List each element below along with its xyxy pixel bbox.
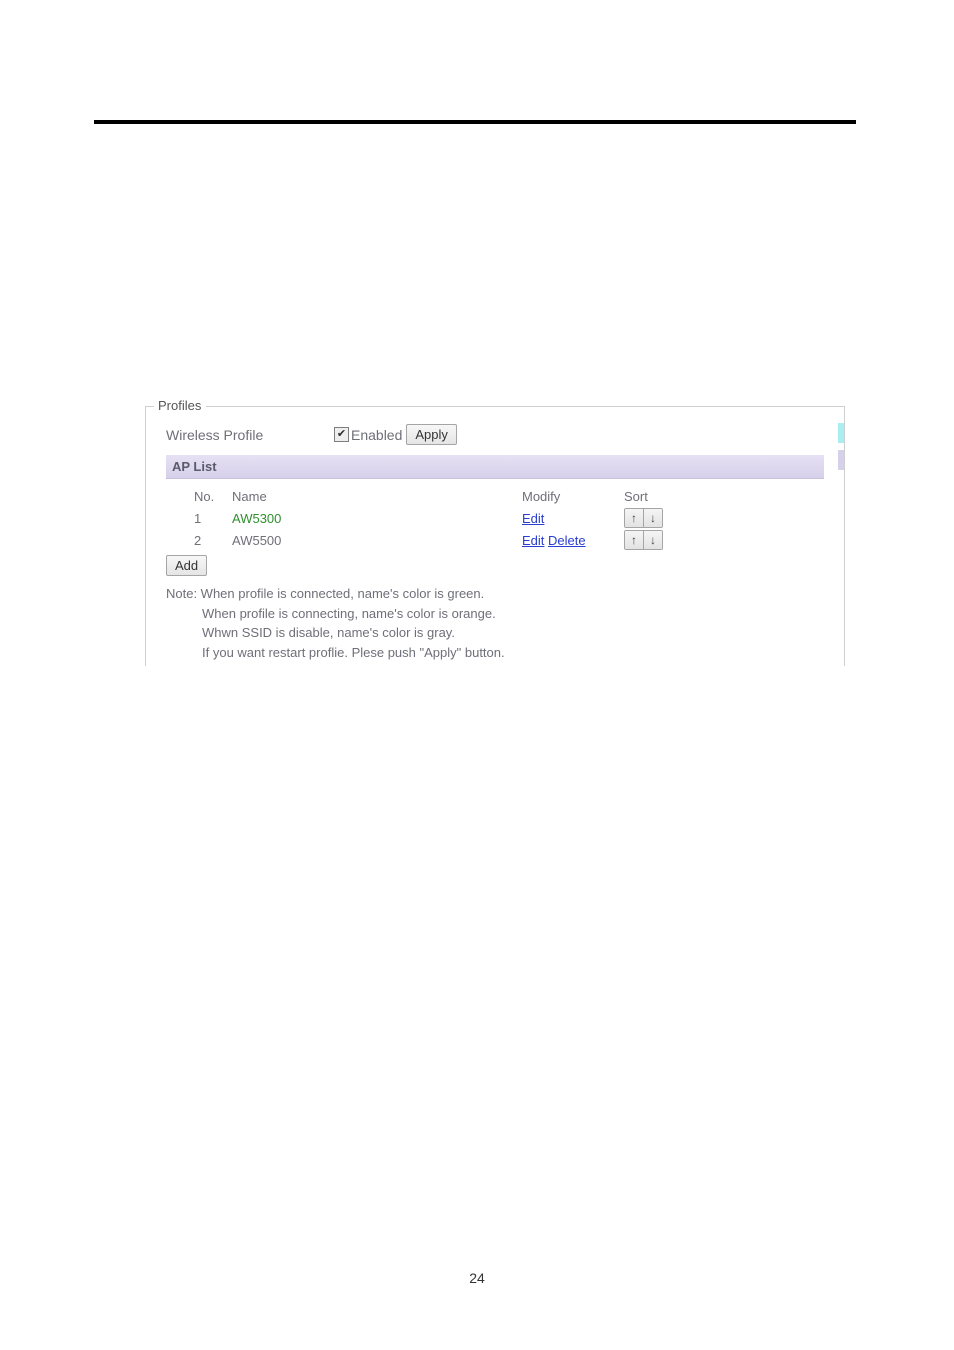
note-line-1: Note: When profile is connected, name's … (166, 584, 824, 604)
row-modify: Edit Delete (522, 533, 624, 548)
row-name: AW5300 (232, 511, 522, 526)
enabled-checkbox[interactable]: ✔ (334, 427, 349, 442)
ap-list-header: AP List (166, 455, 824, 479)
sort-down-button[interactable]: ↓ (643, 509, 662, 527)
delete-link[interactable]: Delete (548, 533, 586, 548)
profiles-legend: Profiles (156, 398, 203, 413)
row-modify: Edit (522, 511, 624, 526)
sort-buttons: ↑ ↓ (624, 508, 663, 528)
add-button-wrap: Add (166, 555, 824, 576)
table-header-row: No. Name Modify Sort (166, 485, 824, 507)
notes-block: Note: When profile is connected, name's … (166, 584, 824, 662)
sort-buttons: ↑ ↓ (624, 530, 663, 550)
wireless-profile-row: Wireless Profile ✔ Enabled Apply (152, 424, 838, 455)
edit-link[interactable]: Edit (522, 511, 544, 526)
note-line-3: Whwn SSID is disable, name's color is gr… (166, 623, 824, 643)
row-sort: ↑ ↓ (624, 530, 704, 550)
note-line-2: When profile is connecting, name's color… (166, 604, 824, 624)
ap-list-table: No. Name Modify Sort 1 AW5300 Edit ↑ ↓ (166, 485, 824, 551)
wireless-profile-label: Wireless Profile (166, 427, 334, 443)
sort-down-button[interactable]: ↓ (643, 531, 662, 549)
page-number: 24 (0, 1270, 954, 1286)
add-button[interactable]: Add (166, 555, 207, 576)
enabled-label: Enabled (351, 427, 402, 443)
row-no: 2 (166, 533, 232, 548)
profiles-fieldset: Profiles Wireless Profile ✔ Enabled Appl… (145, 406, 845, 666)
fieldset-border-right (206, 406, 844, 407)
right-color-accents (838, 423, 844, 470)
edit-link[interactable]: Edit (522, 533, 544, 548)
col-sort-header: Sort (624, 489, 704, 504)
sort-up-button[interactable]: ↑ (625, 531, 643, 549)
col-no-header: No. (166, 489, 232, 504)
note-line-4: If you want restart proflie. Plese push … (166, 643, 824, 663)
apply-button[interactable]: Apply (406, 424, 457, 445)
accent-lavender (838, 450, 844, 470)
table-row: 2 AW5500 Edit Delete ↑ ↓ (166, 529, 824, 551)
header-divider (94, 120, 856, 124)
col-name-header: Name (232, 489, 522, 504)
col-modify-header: Modify (522, 489, 624, 504)
row-sort: ↑ ↓ (624, 508, 704, 528)
sort-up-button[interactable]: ↑ (625, 509, 643, 527)
page: Profiles Wireless Profile ✔ Enabled Appl… (0, 0, 954, 1350)
row-no: 1 (166, 511, 232, 526)
fieldset-border-left (146, 406, 154, 407)
accent-cyan (838, 423, 844, 443)
table-row: 1 AW5300 Edit ↑ ↓ (166, 507, 824, 529)
profiles-fieldset-wrap: Profiles Wireless Profile ✔ Enabled Appl… (145, 406, 845, 666)
row-name: AW5500 (232, 533, 522, 548)
